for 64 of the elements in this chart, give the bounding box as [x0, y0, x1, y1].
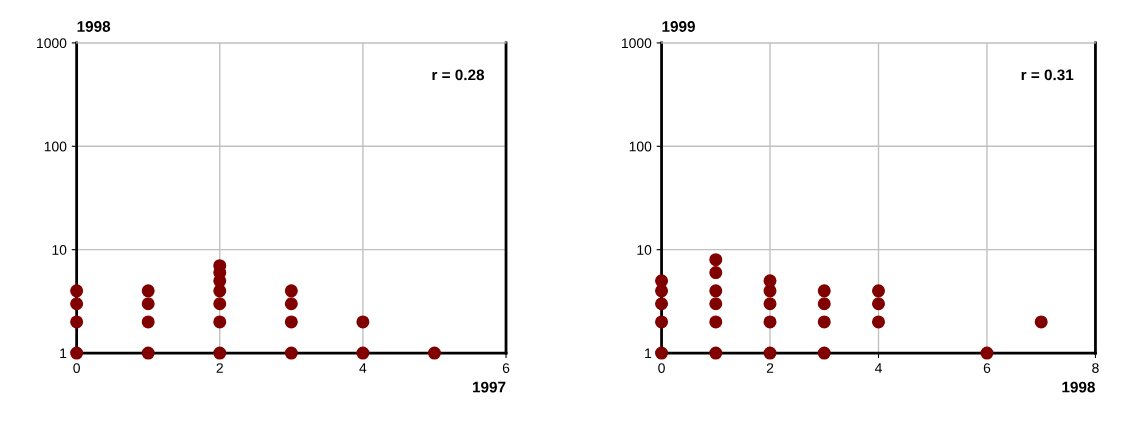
y-tick-label: 100	[44, 141, 67, 152]
x-tick-label: 2	[216, 363, 223, 373]
point	[709, 315, 723, 329]
point	[817, 284, 831, 298]
point	[763, 274, 777, 288]
x-tick-label: 8	[1092, 363, 1099, 373]
point	[980, 346, 994, 360]
point	[871, 315, 886, 329]
x-tick-label: 0	[73, 363, 80, 373]
point	[655, 297, 669, 311]
point	[141, 346, 155, 360]
y-tick-label: 1000	[621, 38, 652, 49]
point	[817, 297, 831, 311]
y-tick-label: 10	[52, 245, 67, 255]
x-tick-label: 4	[874, 363, 882, 373]
x-tick-label: 4	[359, 363, 367, 373]
point	[763, 346, 777, 360]
point	[213, 297, 227, 311]
point	[817, 315, 831, 329]
point	[709, 266, 723, 280]
point	[1034, 315, 1048, 329]
point	[356, 346, 370, 360]
point	[284, 315, 298, 329]
point	[141, 315, 155, 329]
y-tick-label: 100	[629, 141, 652, 152]
point	[655, 274, 669, 288]
point	[70, 297, 84, 311]
point	[213, 346, 227, 360]
x-axis-title: 1998	[1062, 381, 1095, 393]
point	[763, 315, 777, 329]
annotation: r = 0.28	[432, 69, 485, 81]
point	[70, 315, 84, 329]
point	[141, 297, 155, 311]
x-tick-label: 6	[983, 363, 991, 373]
point	[709, 346, 723, 360]
point	[70, 346, 84, 360]
point	[709, 297, 723, 311]
chart-title: 1998	[77, 21, 111, 32]
x-axis-title: 1997	[473, 381, 506, 393]
x-tick-label: 2	[766, 363, 774, 373]
point	[871, 284, 886, 298]
point	[70, 284, 84, 298]
annotation: r = 0.31	[1021, 69, 1074, 81]
chart-title: 1999	[662, 21, 695, 32]
point	[213, 315, 227, 329]
point	[427, 346, 441, 360]
point	[284, 284, 298, 298]
y-tick-label: 10	[637, 245, 652, 255]
point	[284, 297, 298, 311]
y-tick-label: 1	[645, 348, 652, 359]
y-tick-label: 1000	[37, 38, 67, 49]
point	[709, 284, 723, 298]
point	[655, 315, 669, 329]
y-tick-label: 1	[60, 348, 67, 359]
point	[655, 346, 669, 360]
x-tick-label: 6	[502, 363, 510, 373]
point	[763, 297, 777, 311]
x-tick-label: 0	[658, 363, 665, 373]
point	[817, 346, 831, 360]
point	[871, 297, 886, 311]
point	[141, 284, 155, 298]
point	[284, 346, 298, 360]
point	[356, 315, 370, 329]
point	[709, 253, 723, 267]
